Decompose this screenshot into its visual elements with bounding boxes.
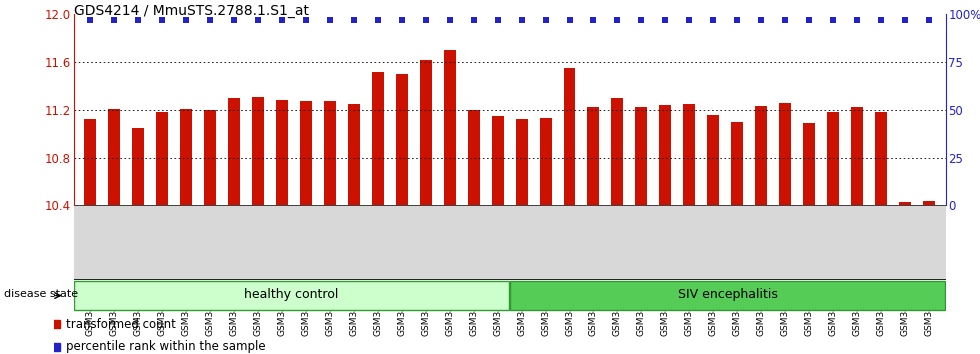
Bar [804,123,815,205]
Bar [348,104,360,205]
Bar [444,50,456,205]
Bar [923,201,935,205]
Bar [515,119,527,205]
Bar [731,122,743,205]
Bar [132,128,144,205]
Bar [612,98,623,205]
Bar [252,97,264,205]
Bar [899,202,911,205]
Text: GDS4214 / MmuSTS.2788.1.S1_at: GDS4214 / MmuSTS.2788.1.S1_at [74,4,309,18]
Bar [467,110,479,205]
FancyBboxPatch shape [74,281,510,310]
Bar [371,72,384,205]
Bar [708,115,719,205]
FancyBboxPatch shape [510,281,946,310]
Bar [540,118,552,205]
Bar [492,116,504,205]
Bar [851,107,863,205]
Bar [419,59,432,205]
Bar [875,112,887,205]
Text: percentile rank within the sample: percentile rank within the sample [67,341,266,353]
Bar [635,107,648,205]
Text: disease state: disease state [4,289,77,299]
Bar [300,101,312,205]
Bar [779,103,791,205]
Bar [228,98,240,205]
Bar [756,106,767,205]
Bar [324,101,336,205]
Bar [84,119,96,205]
Bar [108,109,121,205]
Bar [660,105,671,205]
Text: SIV encephalitis: SIV encephalitis [678,289,777,302]
Bar [564,68,575,205]
Bar [156,112,169,205]
Bar [683,104,695,205]
Bar [204,110,216,205]
Bar [180,109,192,205]
Bar [587,107,600,205]
Bar [396,74,408,205]
Bar [276,100,288,205]
Text: healthy control: healthy control [244,289,339,302]
Text: transformed count: transformed count [67,318,176,331]
Bar [827,112,839,205]
